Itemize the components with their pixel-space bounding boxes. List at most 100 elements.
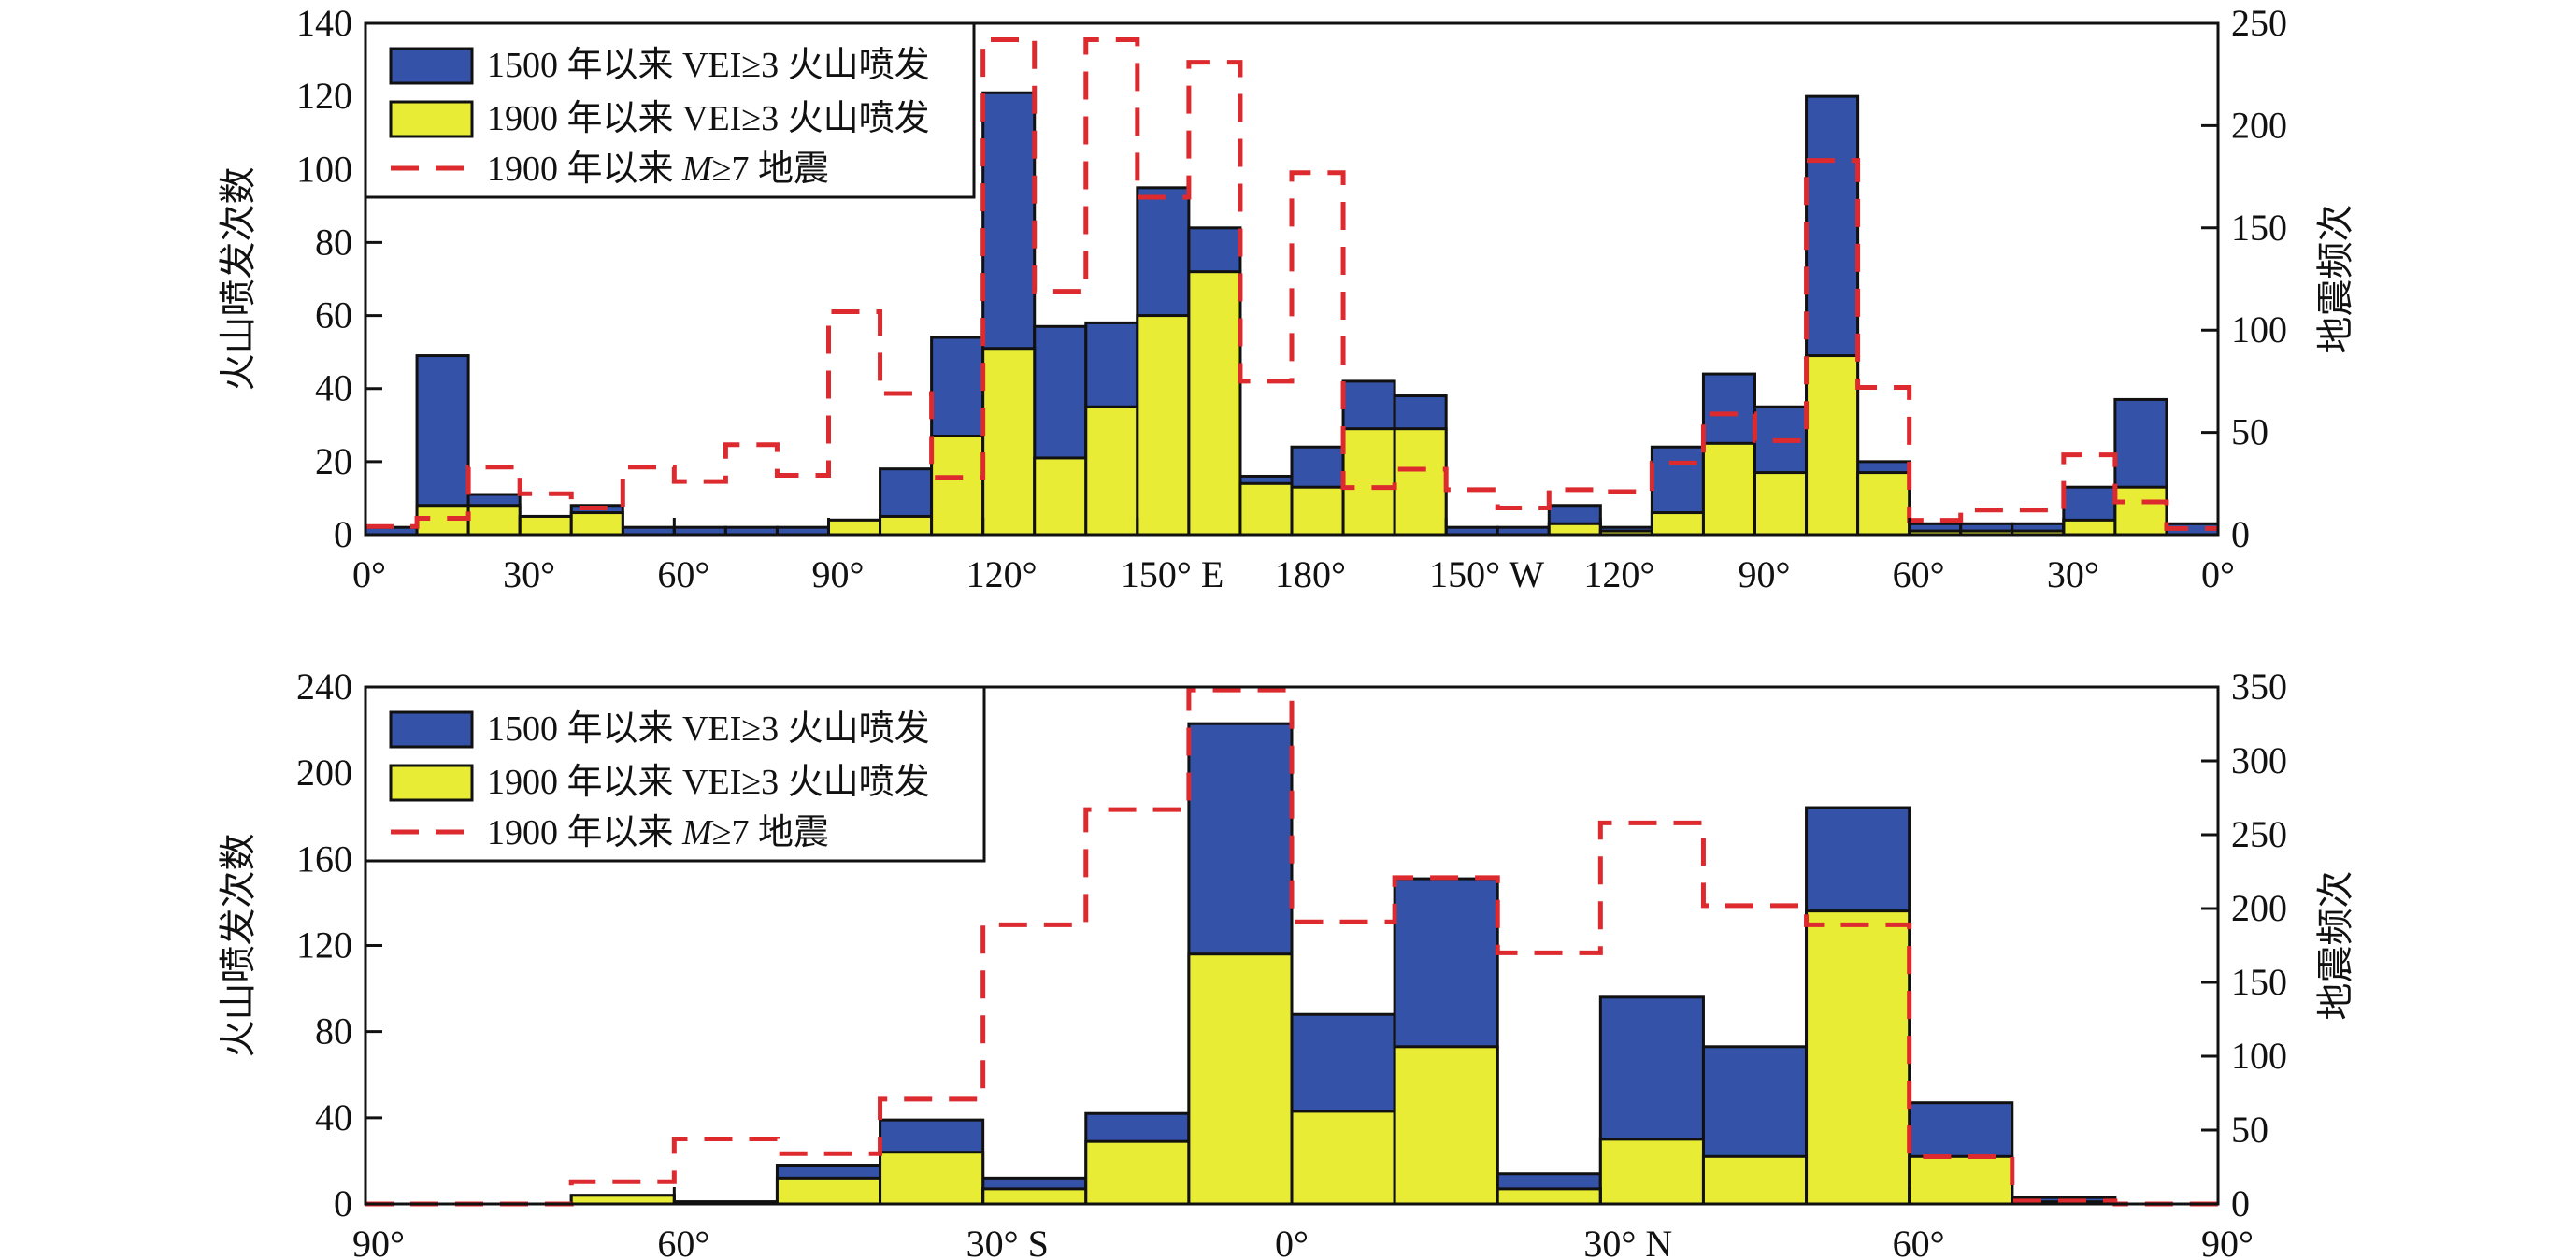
bar-1900-vei3 xyxy=(1238,481,1294,537)
y-tick-label: 140 xyxy=(296,2,352,44)
y-tick-label: 40 xyxy=(315,1096,352,1138)
y2-axis-title: 地震频次 xyxy=(2314,205,2357,354)
y-tick-label: 80 xyxy=(315,221,352,263)
bar-1900-vei3 xyxy=(1187,270,1242,537)
bar-1900-vei3 xyxy=(827,518,882,537)
y-tick-label: 160 xyxy=(296,838,352,880)
bar-1900-vei3 xyxy=(1084,1139,1191,1206)
y2-tick-label: 0 xyxy=(2231,1182,2250,1224)
bar-1900-vei3 xyxy=(1856,471,1911,537)
legend-label-suffix: ≥7 地震 xyxy=(712,813,829,852)
y-tick-label: 240 xyxy=(296,666,352,708)
bar-1900-vei3 xyxy=(1136,314,1191,537)
bar-1900-vei3 xyxy=(1701,441,1757,537)
legend-swatch-yellow xyxy=(389,100,474,138)
x-tick-label: 180° xyxy=(1275,553,1346,595)
y2-tick-label: 150 xyxy=(2231,961,2287,1003)
x-tick-label: 90° xyxy=(352,1223,405,1260)
y2-tick-label: 50 xyxy=(2231,1109,2268,1151)
x-tick-label: 150° W xyxy=(1429,553,1544,595)
x-tick-label: 60° xyxy=(1893,553,1945,595)
y-tick-label: 60 xyxy=(315,294,352,336)
y2-tick-label: 0 xyxy=(2231,513,2250,555)
bar-1900-vei3 xyxy=(1393,427,1448,537)
legend-label-1900: 1900 年以来 VEI≥3 火山喷发 xyxy=(487,99,930,138)
x-tick-label: 90° xyxy=(812,553,865,595)
y2-tick-label: 100 xyxy=(2231,1035,2287,1077)
bar-1900-vei3 xyxy=(1290,1110,1396,1206)
legend-label-magnitude: M xyxy=(681,150,714,189)
y-tick-label: 120 xyxy=(296,924,352,966)
bar-1900-vei3 xyxy=(518,514,573,537)
legend-label-prefix: 1900 年以来 xyxy=(487,813,682,852)
bar-1900-vei3 xyxy=(1187,952,1294,1206)
x-tick-label: 90° xyxy=(2201,1223,2254,1260)
y2-axis-title: 地震频次 xyxy=(2314,871,2357,1021)
bar-1900-vei3 xyxy=(1084,405,1139,537)
bar-1900-vei3 xyxy=(1908,1154,2014,1206)
y-axis-title: 火山喷发次数 xyxy=(217,834,260,1058)
x-tick-label: 0° xyxy=(2201,553,2235,595)
bar-1900-vei3 xyxy=(1753,471,1809,537)
legend-swatch-yellow xyxy=(389,764,474,802)
bar-1900-vei3 xyxy=(1547,522,1602,537)
bar-1900-vei3 xyxy=(466,504,522,537)
x-tick-label: 60° xyxy=(1893,1223,1945,1260)
legend-swatch-blue xyxy=(389,710,474,749)
x-tick-label: 30° xyxy=(2047,553,2099,595)
x-tick-label: 60° xyxy=(657,1223,709,1260)
bar-1900-vei3 xyxy=(879,514,934,537)
legend: 1500 年以来 VEI≥3 火山喷发 1900 年以来 VEI≥3 火山喷发 19… xyxy=(364,21,976,199)
bar-1900-vei3 xyxy=(1496,1187,1602,1206)
y-axis-title: 火山喷发次数 xyxy=(217,167,260,392)
legend-label-1500: 1500 年以来 VEI≥3 火山喷发 xyxy=(487,46,930,85)
x-tick-label: 0° xyxy=(1275,1223,1309,1260)
y2-tick-label: 250 xyxy=(2231,2,2287,44)
bar-1900-vei3 xyxy=(981,1187,1088,1206)
x-tick-label: 150° E xyxy=(1121,553,1224,595)
bar-1900-vei3 xyxy=(930,435,985,537)
y-tick-label: 0 xyxy=(334,1182,352,1224)
y2-tick-label: 150 xyxy=(2231,207,2287,249)
longitude-histogram-chart: 0 20 40 60 80 100 120 140 0 50 100 150 200 250 0° 30° 60… xyxy=(217,2,2357,595)
legend-label-1500: 1500 年以来 VEI≥3 火山喷发 xyxy=(487,709,930,749)
y-tick-label: 20 xyxy=(315,440,352,482)
x-tick-label: 60° xyxy=(657,553,709,595)
x-tick-label: 30° xyxy=(503,553,555,595)
y2-tick-label: 350 xyxy=(2231,666,2287,708)
bar-1900-vei3 xyxy=(1805,909,1911,1206)
bar-1900-vei3 xyxy=(569,511,624,537)
y2-tick-label: 200 xyxy=(2231,104,2287,146)
x-tick-label: 30° N xyxy=(1583,1223,1672,1260)
y2-tick-label: 250 xyxy=(2231,813,2287,855)
x-tick-label: 120° xyxy=(1583,553,1654,595)
y2-tick-label: 100 xyxy=(2231,308,2287,351)
legend-label-1900: 1900 年以来 VEI≥3 火山喷发 xyxy=(487,763,930,802)
latitude-histogram-chart: 0 40 80 120 160 200 240 0 50 100 150 200 250 300 350 90… xyxy=(217,666,2357,1260)
bar-1900-vei3 xyxy=(1598,1138,1705,1206)
bar-1900-vei3 xyxy=(1650,511,1705,537)
bar-1900-vei3 xyxy=(2113,485,2168,537)
bar-1900-vei3 xyxy=(1033,456,1088,537)
bar-1900-vei3 xyxy=(1393,1045,1499,1206)
x-tick-label: 120° xyxy=(966,553,1038,595)
legend-label-earthquake: 1900 年以来 M≥7 地震 xyxy=(487,813,829,852)
y-tick-label: 200 xyxy=(296,752,352,794)
bar-1900-vei3 xyxy=(775,1176,882,1206)
y2-tick-label: 200 xyxy=(2231,887,2287,929)
legend-label-magnitude: M xyxy=(681,813,714,852)
x-tick-label: 30° S xyxy=(966,1223,1049,1260)
earthquake-step-line xyxy=(365,37,2218,531)
bar-1900-vei3 xyxy=(1290,485,1345,537)
legend-swatch-blue xyxy=(389,47,474,85)
legend-label-prefix: 1900 年以来 xyxy=(487,150,682,189)
bar-1900-vei3 xyxy=(1341,427,1396,537)
x-tick-label: 0° xyxy=(352,553,386,595)
x-tick-label: 90° xyxy=(1739,553,1791,595)
y-tick-label: 80 xyxy=(315,1010,352,1052)
legend-label-suffix: ≥7 地震 xyxy=(712,150,829,189)
bar-1900-vei3 xyxy=(879,1151,985,1206)
y-tick-label: 100 xyxy=(296,148,352,190)
bar-1900-vei3 xyxy=(2062,518,2117,537)
